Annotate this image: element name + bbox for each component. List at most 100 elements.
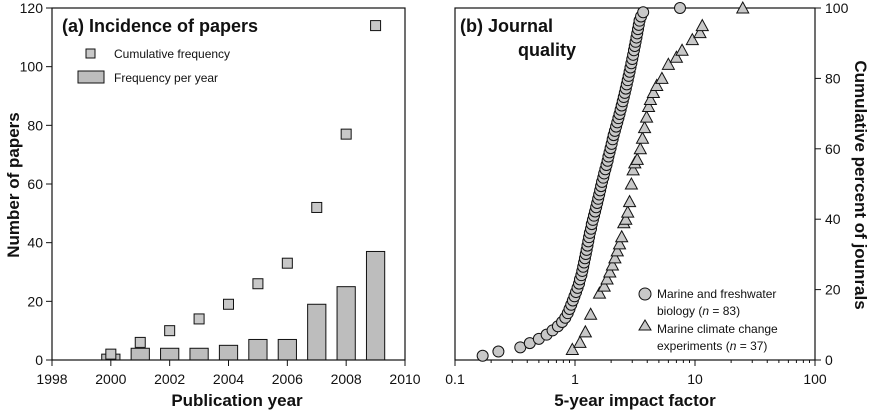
b-triangle-point	[565, 342, 580, 355]
b-triangle-point	[639, 110, 654, 123]
a-bar	[218, 344, 239, 361]
b-triangle-point	[630, 152, 645, 165]
a-y-tick-label: 80	[27, 117, 43, 133]
a-panel-title: (a) Incidence of papers	[62, 16, 258, 36]
b-triangle-point	[602, 264, 617, 278]
panel-b: 0.1 1 10 100 0 20 40 60 80 100 (b) Journal qualit…	[445, 0, 869, 410]
b-triangle-point	[693, 25, 707, 39]
b-y-tick-label: 40	[825, 211, 841, 227]
b-triangle-point	[661, 57, 676, 70]
a-x-tick-label: 2010	[389, 371, 420, 387]
a-bar	[130, 347, 150, 361]
b-x-axis-title: 5-year impact factor	[554, 391, 716, 410]
b-triangle-point	[695, 18, 710, 32]
b-triangle-point	[610, 243, 625, 257]
a-legend-square-icon	[85, 48, 96, 59]
b-circle-point	[637, 6, 650, 19]
a-x-tick-label: 2004	[213, 371, 244, 387]
b-triangle-point	[669, 50, 684, 63]
a-x-tick-label: 2002	[154, 371, 185, 387]
b-axes	[454, 7, 821, 366]
b-circle-point	[476, 349, 489, 362]
b-triangle-point	[643, 92, 658, 106]
b-plot-frame	[454, 7, 816, 361]
a-axes	[46, 7, 406, 366]
b-series	[476, 0, 750, 362]
a-cumulative-point	[193, 313, 205, 325]
a-y-tick-label: 20	[27, 293, 43, 309]
a-bar	[248, 338, 268, 361]
a-cumulative-point	[281, 257, 293, 269]
b-triangle-point	[592, 286, 607, 299]
panel-a: 1998 2000 2002 2004 2006 2008 2010 0 20 40 60 80 100…	[4, 0, 421, 410]
b-triangle-point	[675, 43, 689, 56]
a-legend-frequency-label: Frequency per year	[114, 71, 218, 85]
a-bar	[277, 338, 297, 361]
b-triangle-point	[735, 0, 750, 14]
b-x-tick-label: 0.1	[445, 371, 465, 387]
b-circle-point	[674, 2, 687, 14]
b-y-tick-label: 20	[825, 282, 841, 298]
a-cumulative-point	[311, 201, 323, 213]
b-legend-2-line-1: Marine climate change	[657, 322, 778, 336]
a-legend-bar-icon	[77, 70, 105, 84]
b-legend-circle-icon	[638, 287, 652, 301]
a-cumulative-point	[134, 336, 146, 348]
b-triangle-point	[649, 78, 664, 91]
b-y-tick-label: 80	[825, 70, 841, 86]
b-triangle-point	[626, 162, 640, 176]
b-legend-1-line-2: biology (n = 83)	[657, 304, 740, 318]
a-x-tick-label: 2000	[95, 371, 126, 387]
b-x-tick-label: 100	[803, 371, 827, 387]
b-x-tick-label: 1	[571, 371, 579, 387]
a-cumulative-point	[105, 348, 117, 360]
b-circle-point	[492, 345, 505, 358]
a-cumulative-point	[370, 20, 382, 32]
b-triangle-point	[583, 307, 598, 320]
a-y-tick-label: 0	[35, 352, 43, 368]
b-panel-title-line-1: (b) Journal	[460, 16, 553, 36]
a-y-tick-label: 120	[20, 0, 44, 16]
b-panel-title-line-2: quality	[518, 40, 576, 60]
b-triangle-point	[641, 99, 656, 113]
b-triangle-point	[637, 120, 652, 134]
b-y-tick-label: 60	[825, 141, 841, 157]
b-triangle-point	[655, 71, 669, 84]
b-triangle-point	[605, 257, 620, 271]
b-legend-triangle-icon	[638, 319, 652, 331]
a-tick-labels: 1998 2000 2002 2004 2006 2008 2010 0 20 40 60 80 100…	[20, 0, 421, 387]
b-y-tick-label: 100	[825, 0, 849, 16]
b-legend-2-line-2: experiments (n = 37)	[657, 339, 767, 353]
a-legend-cumulative-label: Cumulative frequency	[114, 47, 230, 61]
a-bar	[189, 347, 209, 361]
b-x-tick-label: 10	[687, 371, 703, 387]
a-bar	[307, 303, 327, 361]
b-tick-labels: 0.1 1 10 100 0 20 40 60 80 100	[445, 0, 848, 387]
a-x-tick-label: 1998	[36, 371, 67, 387]
a-cumulative-point	[252, 278, 264, 290]
b-legend: Marine and freshwater biology (n = 83) M…	[638, 287, 778, 353]
b-triangle-point	[600, 271, 614, 285]
b-triangle-point	[618, 212, 633, 225]
b-triangle-point	[573, 335, 587, 348]
a-cumulative-point	[164, 325, 176, 337]
b-y-tick-label: 0	[825, 352, 833, 368]
a-y-tick-label: 100	[20, 59, 44, 75]
a-x-tick-label: 2006	[272, 371, 303, 387]
a-x-tick-label: 2008	[331, 371, 362, 387]
a-legend: Cumulative frequency Frequency per year	[77, 47, 230, 85]
a-y-axis-title: Number of papers	[4, 112, 23, 257]
b-triangle-point	[622, 194, 637, 208]
a-y-tick-label: 40	[27, 235, 43, 251]
b-triangle-point	[578, 324, 593, 338]
a-bar	[336, 286, 356, 361]
a-y-tick-label: 60	[27, 176, 43, 192]
b-triangle-point	[614, 229, 629, 243]
a-cumulative-point	[340, 128, 352, 140]
b-triangle-point	[646, 85, 661, 98]
b-triangle-point	[635, 131, 650, 144]
b-triangle-point	[624, 176, 639, 190]
b-legend-1-line-1: Marine and freshwater	[657, 287, 776, 301]
b-triangle-point	[608, 250, 622, 264]
a-bar	[365, 250, 386, 361]
